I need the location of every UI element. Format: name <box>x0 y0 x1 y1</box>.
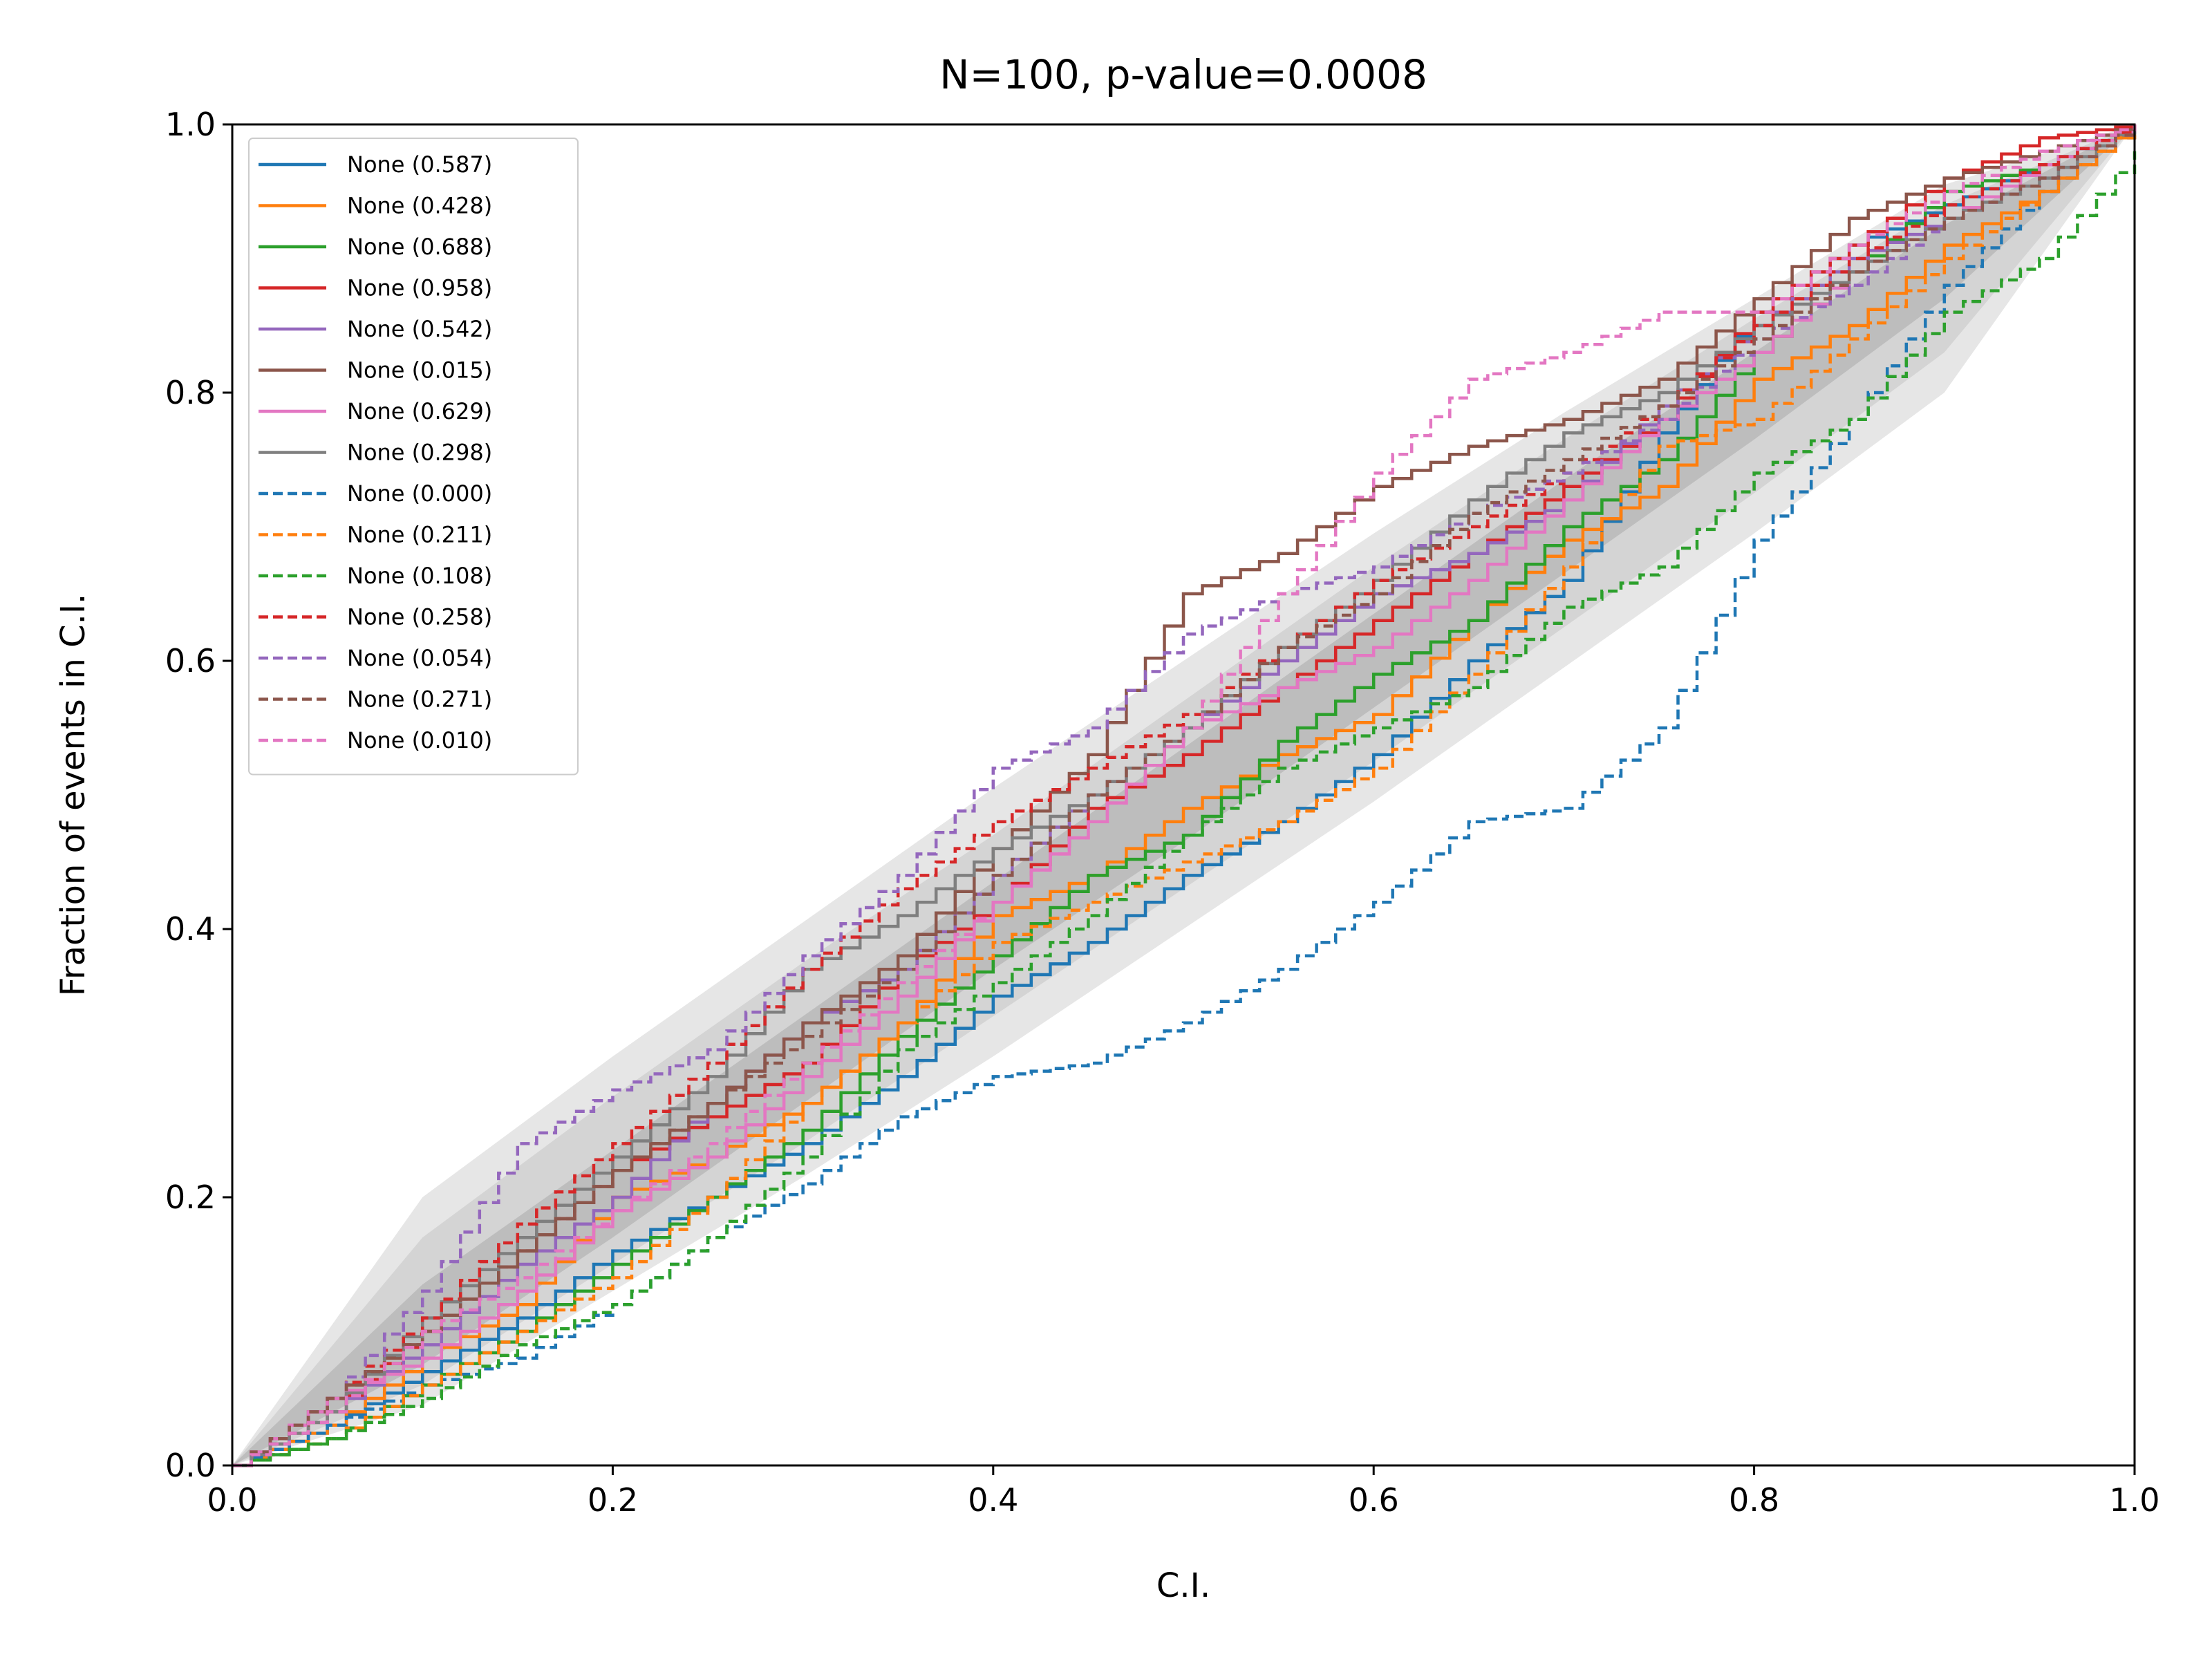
legend-box <box>248 138 579 776</box>
series-line-15 <box>232 124 2137 1468</box>
legend-label: None (0.587) <box>347 151 492 178</box>
legend: None (0.587) None (0.428) None (0.688) None… <box>248 138 579 776</box>
legend-label: None (0.211) <box>347 522 492 548</box>
y-tick-label: 0.0 <box>165 1447 216 1484</box>
series-lines <box>232 124 2137 1468</box>
legend-label: None (0.000) <box>347 480 492 507</box>
y-tick-label: 0.2 <box>165 1179 216 1216</box>
y-axis-label: Fraction of events in C.I. <box>54 594 93 997</box>
y-tick-label: 1.0 <box>165 106 216 143</box>
x-tick-label: 0.0 <box>207 1481 257 1519</box>
legend-label: None (0.258) <box>347 604 492 630</box>
plot-frame <box>231 123 2136 1467</box>
series-line-13 <box>232 124 2137 1468</box>
legend-label: None (0.542) <box>347 316 492 342</box>
y-tick-label: 0.8 <box>165 374 216 411</box>
x-tick-label: 1.0 <box>2109 1481 2159 1519</box>
legend-label: None (0.010) <box>347 727 492 753</box>
chart-title: N=100, p-value=0.0008 <box>939 51 1427 98</box>
x-tick-label: 0.6 <box>1349 1481 1399 1519</box>
series-line-12 <box>232 124 2137 1468</box>
series-line-10 <box>232 124 2137 1468</box>
series-line-11 <box>232 151 2137 1468</box>
legend-label: None (0.015) <box>347 357 492 384</box>
legend-label: None (0.298) <box>347 440 492 466</box>
legend-label: None (0.054) <box>347 645 492 671</box>
legend-label: None (0.629) <box>347 398 492 424</box>
x-axis-label: C.I. <box>1156 1566 1210 1605</box>
legend-label: None (0.958) <box>347 275 492 301</box>
x-tick-label: 0.4 <box>968 1481 1018 1519</box>
x-tick-label: 0.8 <box>1729 1481 1779 1519</box>
legend-label: None (0.688) <box>347 234 492 260</box>
legend-label: None (0.428) <box>347 193 492 219</box>
legend-label: None (0.108) <box>347 563 492 589</box>
y-tick-label: 0.4 <box>165 910 216 948</box>
legend-label: None (0.271) <box>347 686 492 713</box>
x-axis: 0.0 0.2 0.4 0.6 0.8 1.0 <box>207 1465 2160 1519</box>
y-axis: 0.0 0.2 0.4 0.6 0.8 1.0 <box>165 106 232 1484</box>
x-tick-label: 0.2 <box>588 1481 638 1519</box>
series-line-9 <box>232 124 2137 1468</box>
y-tick-label: 0.6 <box>165 642 216 679</box>
